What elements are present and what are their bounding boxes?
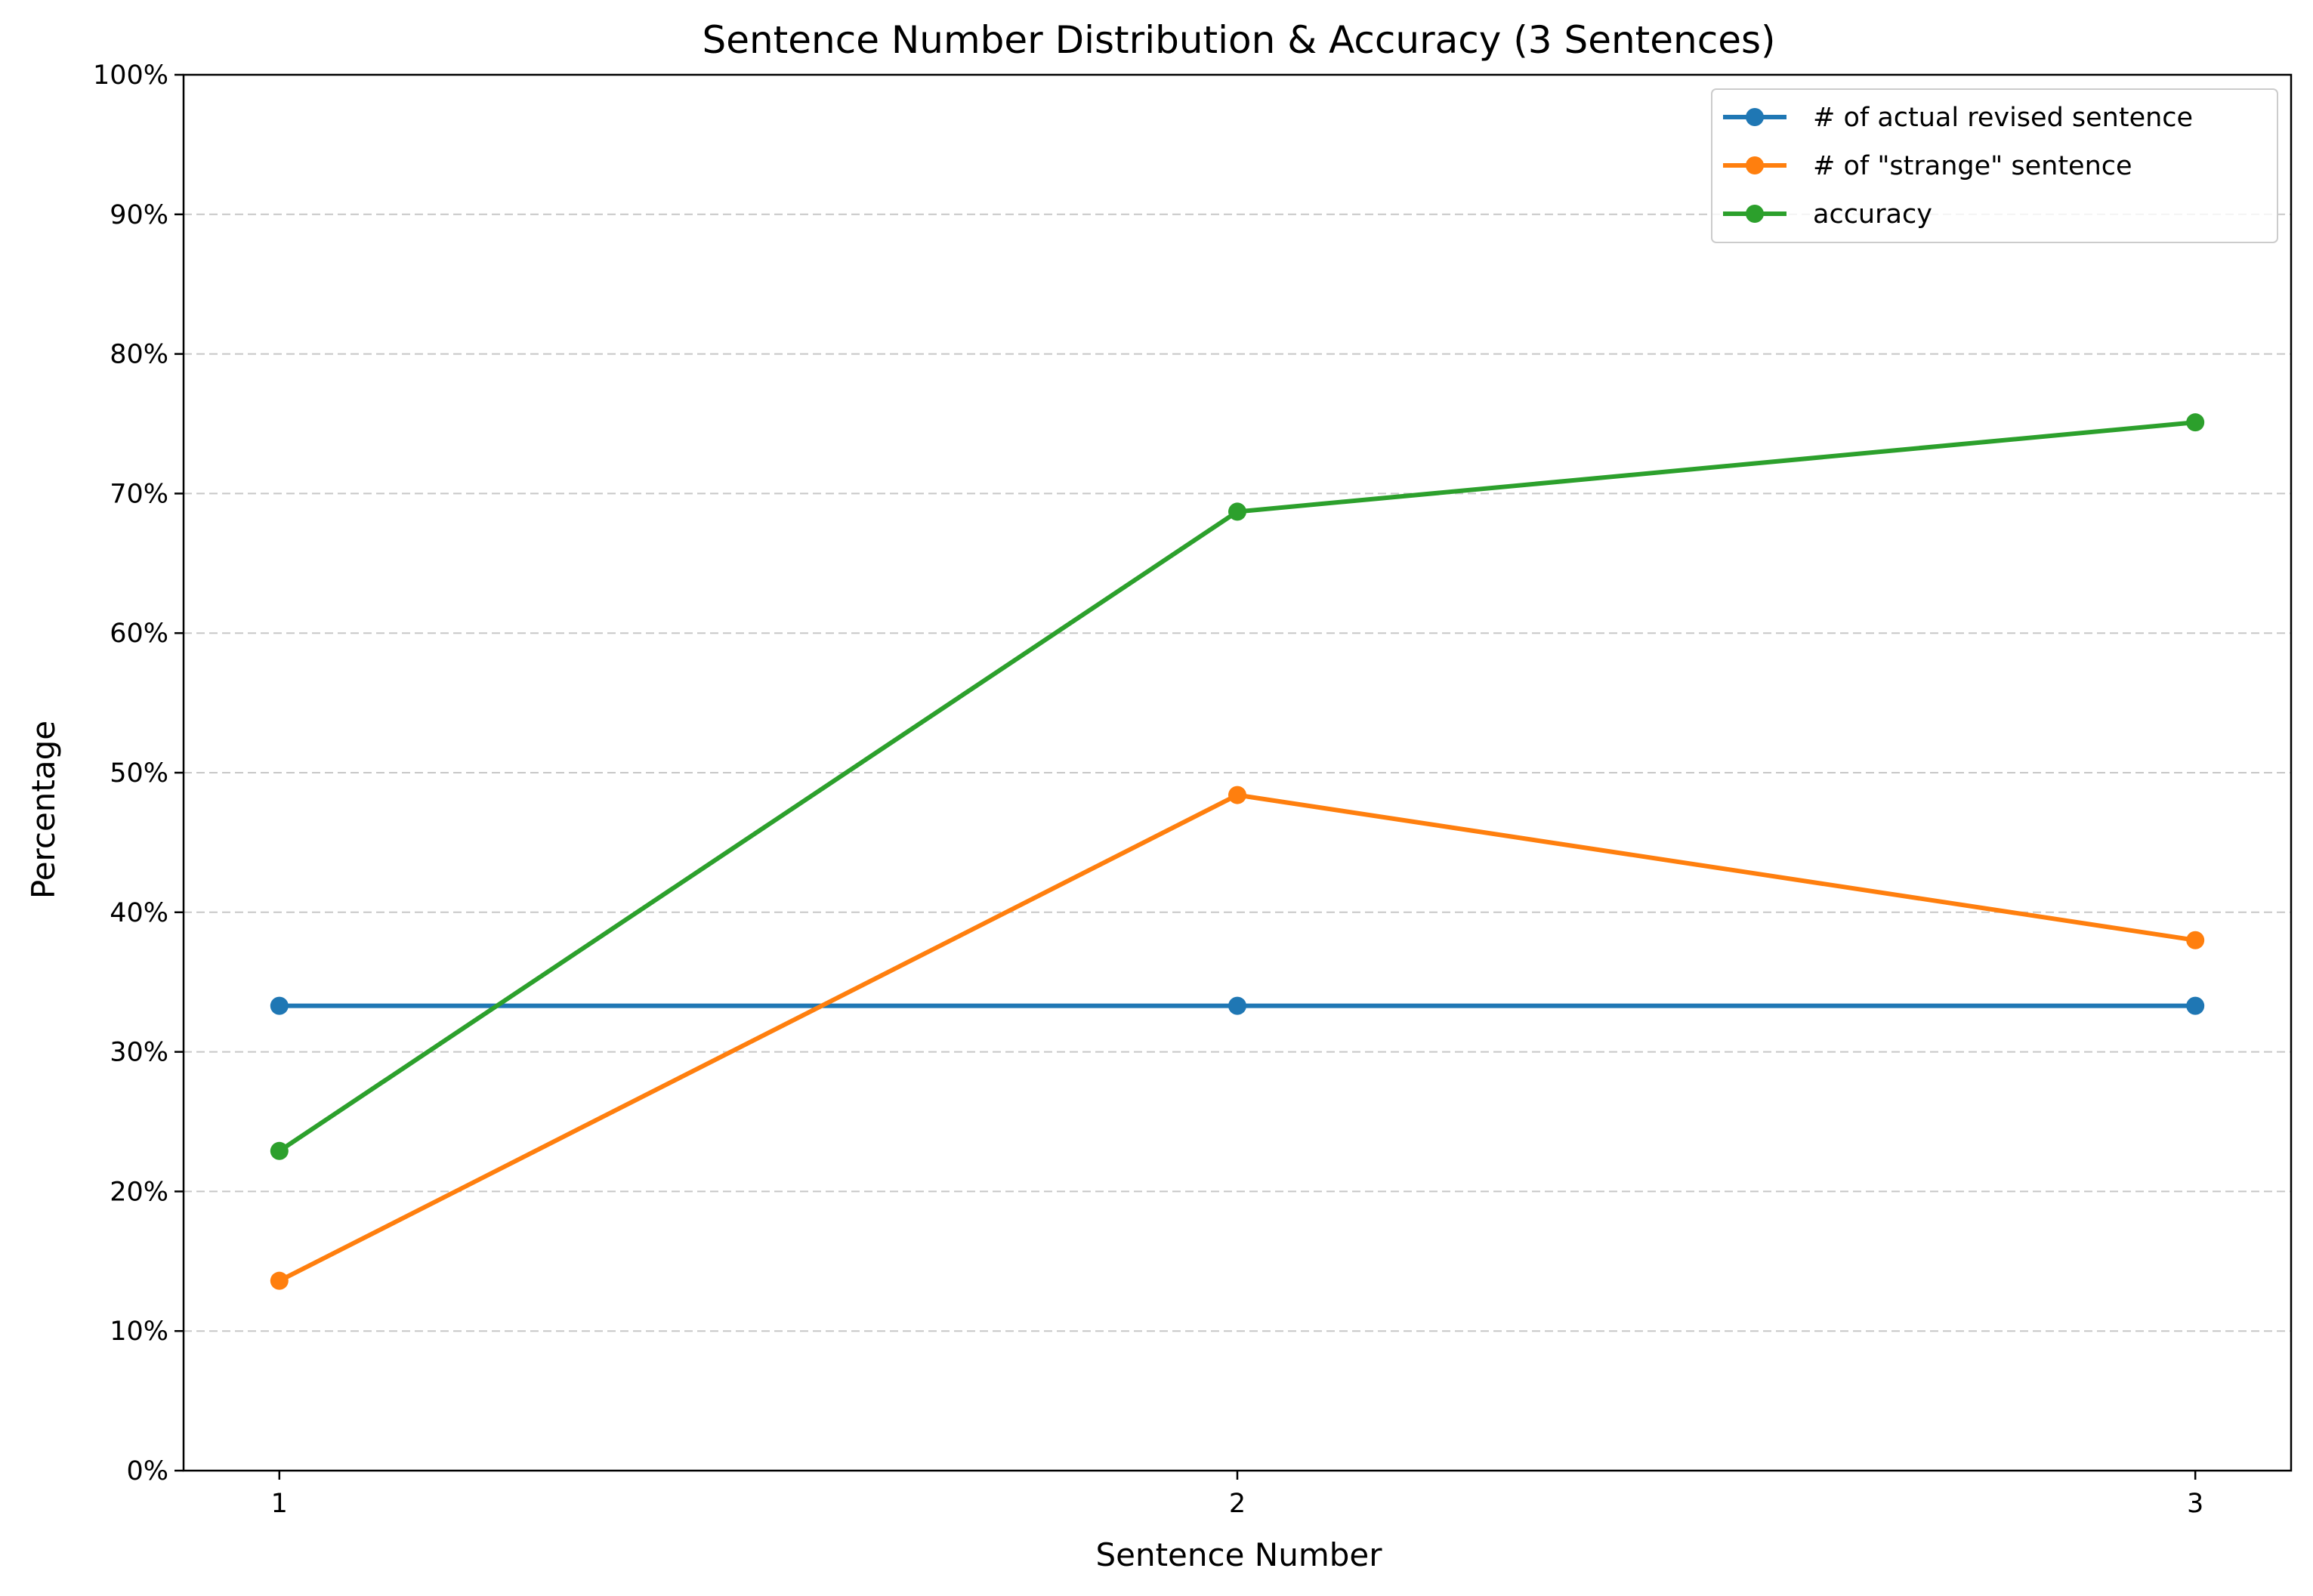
y-tick-label: 50% xyxy=(110,758,168,789)
legend-item: # of actual revised sentence xyxy=(1723,103,2193,133)
x-tick-label: 2 xyxy=(1229,1489,1246,1519)
data-point xyxy=(270,996,289,1015)
data-point xyxy=(270,1271,289,1290)
legend-marker xyxy=(1746,156,1764,174)
y-tick-label: 20% xyxy=(110,1177,168,1207)
legend-label: accuracy xyxy=(1813,199,1932,230)
x-axis-label: Sentence Number xyxy=(1095,1536,1382,1573)
data-point xyxy=(1228,996,1246,1015)
data-point xyxy=(2186,996,2205,1015)
data-point xyxy=(2186,413,2205,432)
y-tick-label: 0% xyxy=(126,1456,168,1486)
y-tick-label: 70% xyxy=(110,479,168,509)
legend-item: accuracy xyxy=(1723,199,1932,230)
y-axis-ticks: 0% 10% 20% 30% 40% 50% 60% 70% 80% 90% 100% xyxy=(93,60,184,1486)
legend-box xyxy=(1711,88,2278,243)
legend-label: # of "strange" sentence xyxy=(1813,151,2132,181)
y-tick-label: 60% xyxy=(110,619,168,649)
y-tick-label: 100% xyxy=(93,60,168,91)
grid-lines xyxy=(184,213,2291,1332)
legend-marker xyxy=(1746,205,1764,223)
series-3 xyxy=(270,413,2205,1160)
y-tick-label: 90% xyxy=(110,200,168,230)
y-tick-label: 30% xyxy=(110,1038,168,1068)
legend-marker xyxy=(1746,108,1764,126)
legend-label: # of actual revised sentence xyxy=(1813,103,2193,133)
series-line xyxy=(276,792,2198,1284)
data-point xyxy=(1228,502,1246,521)
x-tick-label: 1 xyxy=(271,1489,288,1519)
x-axis-ticks: 1 2 3 xyxy=(271,1471,2203,1519)
data-point xyxy=(2186,931,2205,949)
data-point xyxy=(1228,786,1246,804)
y-tick-label: 40% xyxy=(110,898,168,928)
y-tick-label: 10% xyxy=(110,1317,168,1347)
series-2 xyxy=(270,786,2205,1290)
series-1 xyxy=(270,996,2205,1015)
legend-item: # of "strange" sentence xyxy=(1723,151,2132,181)
y-tick-label: 80% xyxy=(110,340,168,370)
x-tick-label: 3 xyxy=(2187,1489,2203,1519)
legend: # of actual revised sentence # of "strang… xyxy=(1711,88,2278,243)
chart-title: Sentence Number Distribution & Accuracy … xyxy=(702,18,1775,62)
series-layer xyxy=(270,413,2205,1290)
data-point xyxy=(270,1141,289,1160)
y-axis-label: Percentage xyxy=(25,721,62,899)
